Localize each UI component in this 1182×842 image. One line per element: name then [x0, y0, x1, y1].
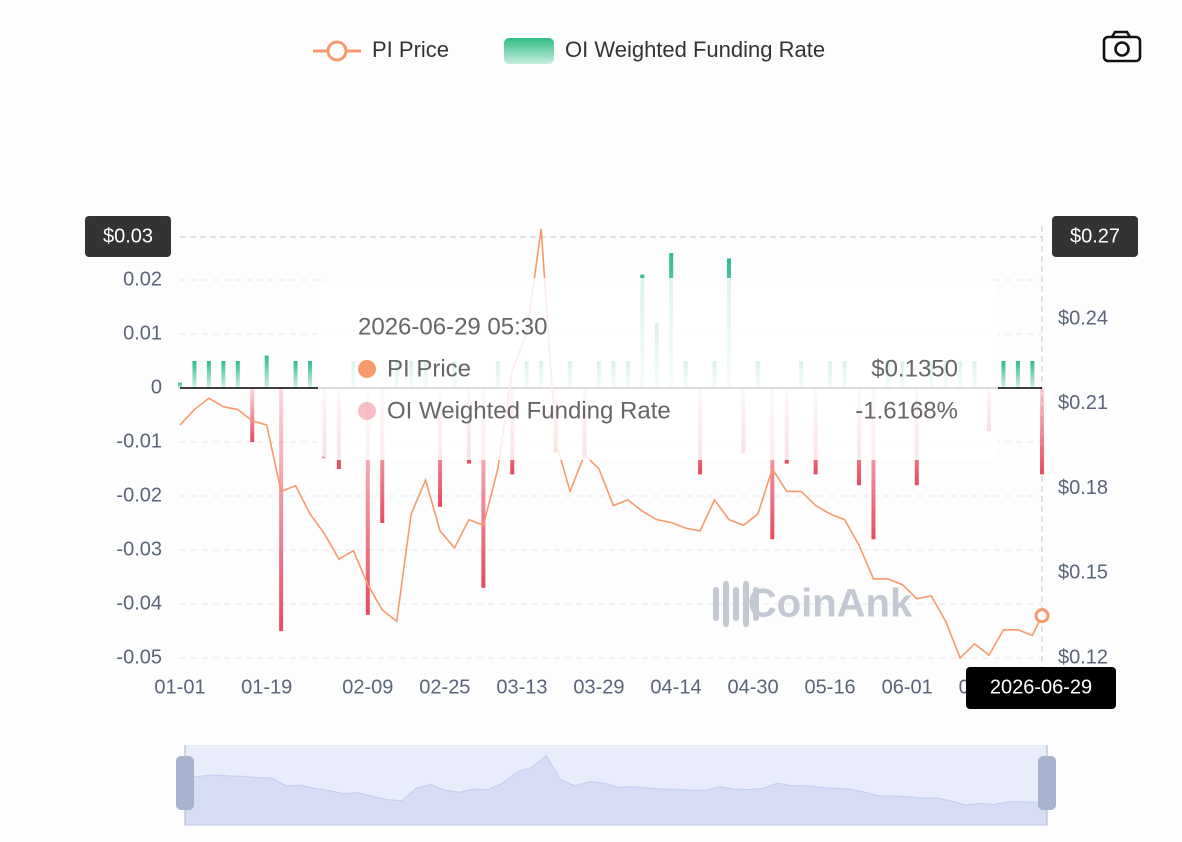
y2-tick-label: $0.24 — [1058, 307, 1108, 329]
y-tick-label: 0.02 — [123, 268, 162, 290]
x-tick-label: 04-30 — [727, 676, 778, 698]
legend-bar-icon — [504, 38, 554, 64]
y2-tick-label: $0.18 — [1058, 477, 1108, 499]
pointer-label-box — [85, 216, 171, 257]
pointer-label-box — [1052, 216, 1138, 257]
slider-handle[interactable] — [1038, 756, 1056, 810]
tooltip-dot — [358, 360, 376, 378]
pointer-y2-label: $0.27 — [1070, 225, 1120, 247]
pointer-label-box — [966, 667, 1116, 709]
bar — [192, 361, 197, 388]
legend-marker-icon — [326, 40, 348, 62]
bar — [1015, 361, 1020, 388]
price-line — [179, 228, 1043, 660]
bar — [206, 361, 211, 388]
y-tick-label: 0.01 — [123, 322, 162, 344]
mini-area — [184, 754, 1048, 826]
x-tick-label: 01-01 — [154, 676, 205, 698]
bar — [770, 388, 775, 540]
y-tick-label: -0.03 — [116, 538, 162, 560]
bar — [279, 388, 284, 631]
camera-icon[interactable] — [1102, 30, 1142, 63]
bar — [293, 361, 298, 388]
y-tick-label: -0.01 — [116, 430, 162, 452]
bar — [221, 361, 226, 388]
tooltip-box — [318, 278, 998, 460]
tooltip: 2026-06-29 05:30 PI Price $0.1350 OI Wei… — [318, 278, 998, 460]
y-tick-label: -0.04 — [116, 592, 162, 614]
bar — [365, 388, 370, 615]
watermark: CoinAnk — [748, 582, 913, 626]
watermark-logo — [713, 581, 759, 627]
bar — [178, 382, 182, 388]
bar — [264, 355, 269, 388]
x-tick-label: 03-13 — [496, 676, 547, 698]
x-tick-label: 06-01 — [882, 676, 933, 698]
tooltip-name: PI Price — [387, 355, 471, 382]
x-tick-label: 05-16 — [805, 676, 856, 698]
legend-label[interactable]: PI Price — [372, 37, 449, 62]
y2-tick-label: $0.15 — [1058, 562, 1108, 584]
bar — [1001, 361, 1006, 388]
y-tick-label: -0.02 — [116, 484, 162, 506]
zoom-slider[interactable] — [176, 745, 1056, 826]
y2-tick-label: $0.12 — [1058, 646, 1108, 668]
bar — [1030, 361, 1035, 388]
active-point — [1034, 608, 1050, 624]
bar — [1040, 388, 1044, 475]
tooltip-value: -1.6168% — [855, 397, 958, 424]
bar — [235, 361, 240, 388]
pointer-x-label: 2026-06-29 — [990, 676, 1092, 698]
y-tick-label: 0 — [151, 376, 162, 398]
x-tick-label: 01-19 — [241, 676, 292, 698]
legend[interactable]: PI Price OI Weighted Funding Rate — [313, 37, 825, 64]
tooltip-title: 2026-06-29 05:30 — [358, 313, 548, 340]
bar — [308, 361, 313, 388]
y2-tick-label: $0.21 — [1058, 392, 1108, 414]
x-tick-label: 04-14 — [650, 676, 701, 698]
tooltip-name: OI Weighted Funding Rate — [387, 397, 671, 424]
x-tick-label: 02-25 — [419, 676, 470, 698]
tooltip-value: $0.1350 — [871, 355, 958, 382]
tooltip-dot — [358, 402, 376, 420]
bar — [871, 388, 876, 540]
bar — [250, 388, 255, 442]
bar — [481, 388, 486, 588]
pointer-y-label: $0.03 — [103, 225, 153, 247]
legend-label[interactable]: OI Weighted Funding Rate — [565, 37, 825, 62]
slider-handle[interactable] — [176, 756, 194, 810]
x-tick-label: 03-29 — [573, 676, 624, 698]
x-tick-label: 02-09 — [342, 676, 393, 698]
y-tick-label: -0.05 — [116, 646, 162, 668]
